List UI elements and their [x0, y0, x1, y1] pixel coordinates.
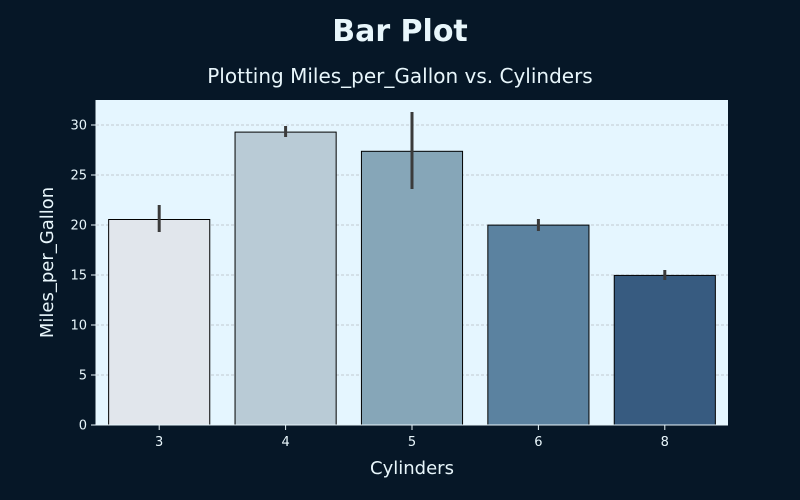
bars [108, 131, 716, 426]
x-tick-label: 8 [661, 435, 669, 450]
y-axis-label: Miles_per_Gallon [37, 187, 58, 338]
y-tick-label: 15 [70, 269, 87, 284]
y-tick-label: 25 [70, 169, 87, 184]
x-tick-label: 6 [534, 435, 542, 450]
bar-cylinders-8 [613, 274, 716, 426]
bar-cylinders-5 [360, 150, 464, 426]
bar-cylinders-6 [487, 224, 590, 426]
y-tick-label: 5 [79, 369, 87, 384]
x-axis-label: Cylinders [370, 458, 454, 479]
y-tick-label: 0 [79, 419, 87, 434]
chart-title: Bar Plot [332, 14, 468, 49]
error-bars [157, 112, 667, 280]
bar-cylinders-4 [234, 131, 337, 426]
bar-cylinders-3 [108, 219, 211, 426]
x-tick-label: 4 [281, 435, 289, 450]
y-tick-label: 20 [70, 219, 87, 234]
x-tick-label: 3 [155, 435, 163, 450]
y-tick-label: 30 [70, 119, 87, 134]
y-tick-label: 10 [70, 319, 87, 334]
axes: 0 5 10 15 20 25 30 3 4 5 6 8 [70, 100, 728, 450]
x-tick-label: 5 [408, 435, 416, 450]
chart-subtitle: Plotting Miles_per_Gallon vs. Cylinders [207, 64, 593, 88]
